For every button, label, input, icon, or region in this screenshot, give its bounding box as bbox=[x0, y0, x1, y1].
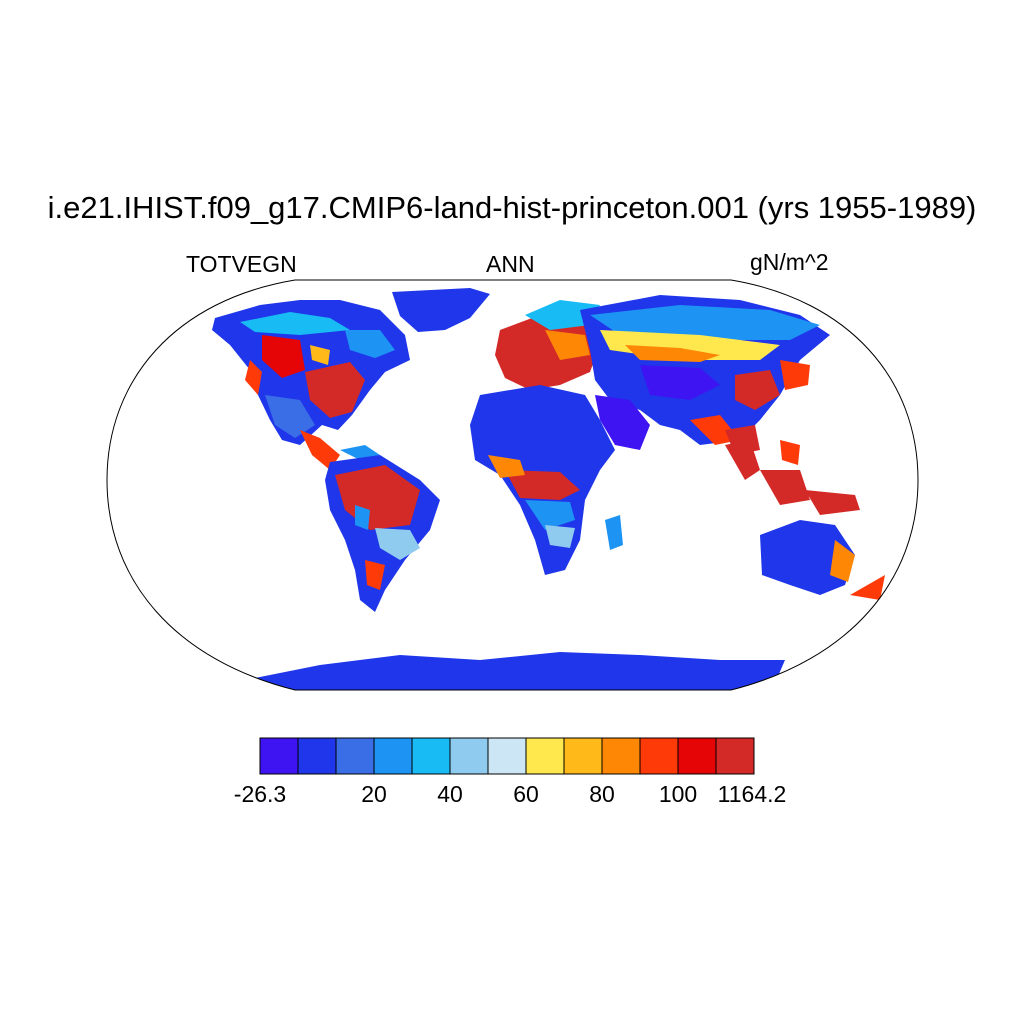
colorbar-box bbox=[525, 737, 565, 775]
plot-title: i.e21.IHIST.f09_g17.CMIP6-land-hist-prin… bbox=[47, 190, 977, 225]
colorbar-tick-label: -26.3 bbox=[233, 781, 287, 807]
australia bbox=[760, 520, 855, 595]
colorbar-box bbox=[677, 737, 717, 775]
central-america bbox=[300, 430, 340, 470]
antarctica bbox=[250, 652, 785, 690]
colorbar-box bbox=[411, 737, 451, 775]
colorbar-box bbox=[449, 737, 489, 775]
colorbar-box bbox=[335, 737, 375, 775]
colorbar-box bbox=[715, 737, 755, 775]
colorbar-box bbox=[639, 737, 679, 775]
colorbar-tick-label: 100 bbox=[658, 781, 698, 807]
colorbar-tick-label: 1164.2 bbox=[717, 781, 787, 807]
colorbar-tick-label: 80 bbox=[589, 781, 615, 807]
arabia bbox=[595, 395, 650, 450]
southeast-asia bbox=[725, 440, 760, 480]
colorbar-tick-label: 20 bbox=[361, 781, 387, 807]
colorbar-box bbox=[259, 737, 299, 775]
variable-label: TOTVEGN bbox=[186, 251, 297, 277]
units-label: gN/m^2 bbox=[750, 249, 829, 275]
colorbar-box bbox=[373, 737, 413, 775]
colorbar-box bbox=[487, 737, 527, 775]
colorbar-tick-label: 60 bbox=[513, 781, 539, 807]
colorbar-box bbox=[563, 737, 603, 775]
season-label: ANN bbox=[486, 251, 535, 277]
colorbar-box bbox=[297, 737, 337, 775]
colorbar-box bbox=[601, 737, 641, 775]
greenland bbox=[392, 288, 490, 332]
colorbar-tick-label: 40 bbox=[437, 781, 463, 807]
